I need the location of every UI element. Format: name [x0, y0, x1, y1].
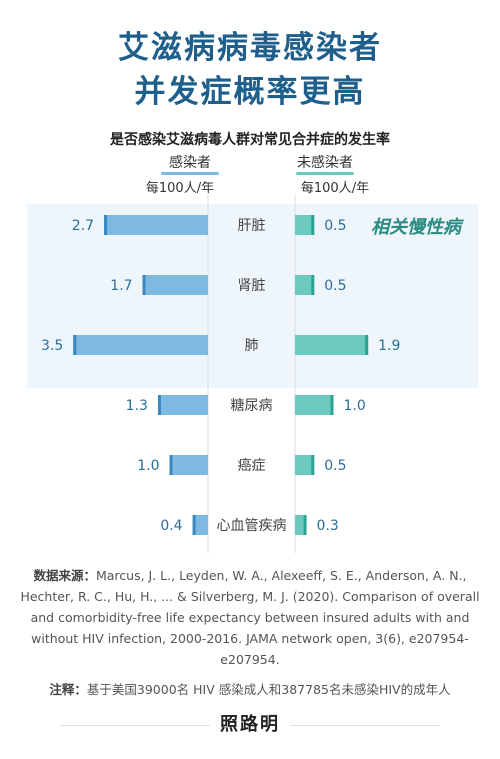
- infected-bar-5: [192, 515, 208, 535]
- source-label: 数据来源：: [33, 568, 96, 583]
- infected-bar-3: [157, 395, 208, 415]
- infected-bar-4: [169, 455, 208, 475]
- note-text: 基于美国39000名 HIV 感染成人和387785名未感染HIV的成年人: [86, 682, 451, 697]
- category-label-1: 肾脏: [238, 278, 266, 294]
- uninfected-bar-edge-2: [365, 335, 369, 355]
- category-label-4: 癌症: [238, 458, 266, 474]
- uninfected-bar-2: [295, 335, 369, 355]
- infected-bar-0: [104, 215, 208, 235]
- comorbidity-butterfly-chart: 相关慢性病 2.7 0.5 肝脏 1.7 0.5 肾脏 3.5 1.9 肺 1.3 1.0 糖尿病 1.0…: [27, 195, 478, 553]
- infected-unit-label: 每100人/年: [145, 181, 215, 196]
- uninfected-bar-edge-1: [311, 275, 315, 295]
- infected-bar-edge-5: [192, 515, 196, 535]
- infected-bar-1: [142, 275, 208, 295]
- uninfected-value-label-1: 0.5: [324, 278, 346, 294]
- uninfected-value-label-0: 0.5: [324, 218, 346, 234]
- chart-subtitle: 是否感染艾滋病毒人群对常见合并症的发生率: [110, 132, 390, 148]
- page-title-line1: 艾滋病病毒感染者: [118, 30, 382, 66]
- chronic-disease-label: 相关慢性病: [371, 217, 464, 238]
- infected-header-underline: [161, 172, 219, 175]
- source-text: Marcus, J. L., Leyden, W. A., Alexeeff, …: [20, 568, 480, 667]
- uninfected-header: 未感染者: [297, 155, 353, 171]
- uninfected-value-label-2: 1.9: [378, 338, 400, 354]
- uninfected-bar-edge-5: [303, 515, 307, 535]
- uninfected-value-label-3: 1.0: [344, 398, 366, 414]
- note-label: 注释：: [49, 682, 87, 697]
- infected-bar-edge-1: [142, 275, 146, 295]
- uninfected-bar-3: [295, 395, 334, 415]
- category-label-3: 糖尿病: [231, 398, 273, 414]
- page-title-line2: 并发症概率更高: [134, 74, 366, 110]
- infected-value-label-5: 0.4: [160, 518, 182, 534]
- category-label-2: 肺: [245, 338, 259, 354]
- note-block: 注释：基于美国39000名 HIV 感染成人和387785名未感染HIV的成年人: [20, 679, 480, 700]
- infected-bar-edge-4: [169, 455, 173, 475]
- infected-value-label-2: 3.5: [41, 338, 63, 354]
- infected-value-label-4: 1.0: [137, 458, 159, 474]
- infected-value-label-1: 1.7: [110, 278, 132, 294]
- uninfected-bar-4: [295, 455, 315, 475]
- infected-bar-edge-3: [157, 395, 161, 415]
- infected-bar-edge-2: [73, 335, 77, 355]
- category-label-0: 肝脏: [238, 218, 266, 234]
- uninfected-value-label-4: 0.5: [324, 458, 346, 474]
- uninfected-bar-edge-4: [311, 455, 315, 475]
- uninfected-bar-0: [295, 215, 315, 235]
- brand-logo: 照路明: [210, 710, 290, 736]
- infected-bar-edge-0: [104, 215, 108, 235]
- uninfected-value-label-5: 0.3: [317, 518, 339, 534]
- infected-bar-2: [73, 335, 208, 355]
- category-label-5: 心血管疾病: [217, 518, 287, 534]
- uninfected-header-underline: [296, 172, 354, 175]
- chronic-disease-highlight-band: [27, 204, 478, 388]
- infected-value-label-0: 2.7: [72, 218, 94, 234]
- uninfected-bar-5: [295, 515, 307, 535]
- infected-value-label-3: 1.3: [126, 398, 148, 414]
- infected-header: 感染者: [169, 155, 211, 171]
- uninfected-bar-edge-0: [311, 215, 315, 235]
- uninfected-bar-1: [295, 275, 315, 295]
- uninfected-bar-edge-3: [330, 395, 334, 415]
- uninfected-unit-label: 每100人/年: [300, 181, 370, 196]
- source-block: 数据来源：Marcus, J. L., Leyden, W. A., Alexe…: [20, 565, 480, 670]
